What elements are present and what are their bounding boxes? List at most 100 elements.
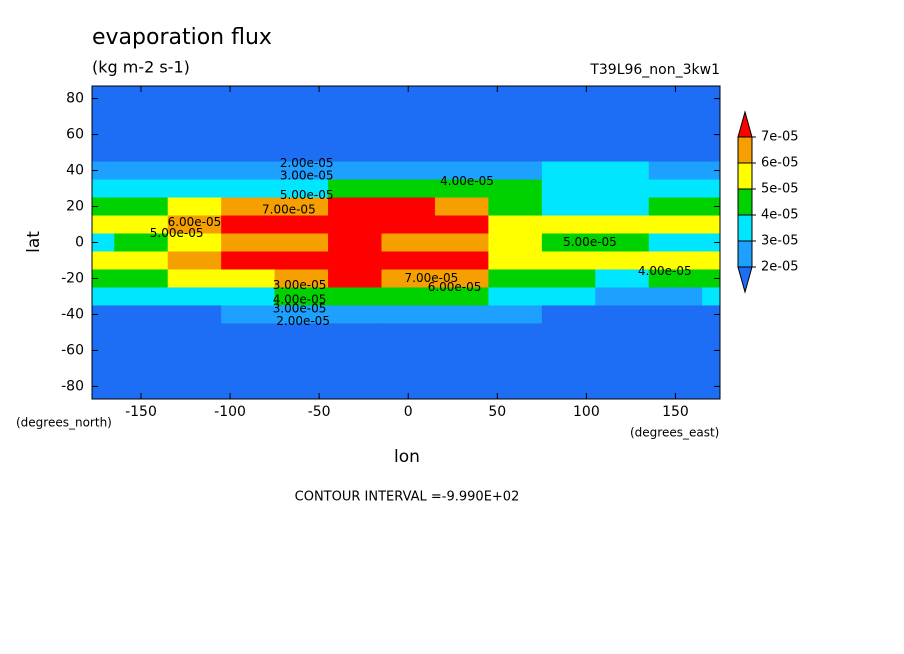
contour-cell [221, 161, 276, 181]
contour-cell [648, 305, 703, 324]
contour-cell [328, 377, 383, 396]
contour-cell [114, 233, 169, 252]
contour-cell [488, 125, 543, 145]
contour-cell [274, 251, 329, 270]
contour-cell [114, 287, 169, 306]
contour-cell [221, 143, 276, 163]
y-tick-label: -40 [61, 306, 84, 322]
contour-cell [648, 341, 703, 360]
contour-cell [702, 143, 720, 163]
contour-cell [221, 233, 276, 252]
contour-cell [381, 161, 436, 181]
contour-cell [488, 323, 543, 342]
contour-cell [92, 215, 115, 235]
contour-cell [541, 233, 596, 252]
contour-cell [167, 86, 222, 91]
contour-cell [488, 233, 543, 252]
contour-cell [92, 395, 115, 399]
contour-cell [434, 86, 489, 91]
contour-cell [274, 377, 329, 396]
contour-cell [114, 251, 169, 270]
contour-cell [114, 341, 169, 360]
contour-cell [92, 359, 115, 378]
contour-cell [488, 341, 543, 360]
contour-cell [92, 233, 115, 252]
contour-cell [221, 215, 276, 235]
contour-label: 4.00e-05 [273, 293, 327, 307]
contour-cell [328, 86, 383, 91]
contour-cell [595, 377, 650, 396]
contour-cell [328, 323, 383, 342]
contour-cell [167, 251, 222, 270]
contour-cell [595, 341, 650, 360]
field [92, 86, 720, 399]
contour-cell [434, 377, 489, 396]
y-tick-label: 40 [66, 163, 84, 179]
contour-cell [167, 305, 222, 324]
contour-cell [434, 107, 489, 127]
contour-cell [488, 287, 543, 306]
contour-cell [595, 359, 650, 378]
contour-cell [488, 161, 543, 181]
x-tick-label: 150 [662, 404, 689, 420]
contour-cell [648, 161, 703, 181]
contour-cell [167, 89, 222, 109]
contour-cell [434, 125, 489, 145]
contour-cell [434, 233, 489, 252]
contour-cell [167, 377, 222, 396]
contour-cell [702, 89, 720, 109]
contour-cell [274, 125, 329, 145]
contour-cell [595, 197, 650, 217]
contour-cell [595, 323, 650, 342]
contour-cell [114, 107, 169, 127]
contour-cell [167, 323, 222, 342]
contour-cell [488, 215, 543, 235]
contour-cell [221, 359, 276, 378]
contour-cell [328, 143, 383, 163]
contour-cell [92, 341, 115, 360]
contour-cell [648, 89, 703, 109]
contour-cell [114, 323, 169, 342]
contour-cell [434, 395, 489, 399]
contour-cell [221, 86, 276, 91]
contour-cell [434, 179, 489, 199]
contour-cell [648, 251, 703, 270]
contour-label: 3.00e-05 [273, 302, 327, 316]
colorbar-label: 7e-05 [761, 130, 799, 145]
contour-cell [221, 89, 276, 109]
contour-cell [274, 233, 329, 252]
footer: CONTOUR INTERVAL =-9.990E+02 [295, 490, 520, 505]
contour-cell [381, 377, 436, 396]
contour-cell [488, 86, 543, 91]
contour-cell [381, 125, 436, 145]
contour-cell [541, 251, 596, 270]
contour-cell [434, 197, 489, 217]
contour-cell [488, 305, 543, 324]
contour-cell [541, 215, 596, 235]
contour-cell [488, 359, 543, 378]
contour-cell [648, 197, 703, 217]
contour-cell [595, 233, 650, 252]
contour-cell [381, 107, 436, 127]
contour-cell [648, 323, 703, 342]
contour-cell [381, 305, 436, 324]
contour-cell [328, 197, 383, 217]
contour-cell [541, 395, 596, 399]
contour-cell [595, 107, 650, 127]
x-units: (degrees_east) [630, 426, 719, 440]
contour-cell [381, 215, 436, 235]
contour-cell [167, 233, 222, 252]
contour-cell [221, 197, 276, 217]
contour-cell [595, 86, 650, 91]
contour-cell [595, 179, 650, 199]
contour-cell [488, 395, 543, 399]
contour-cell [274, 89, 329, 109]
contour-cell [167, 197, 222, 217]
contour-cell [648, 359, 703, 378]
contour-cell [114, 161, 169, 181]
contour-cell [381, 179, 436, 199]
contour-cell [274, 323, 329, 342]
contour-cell [221, 395, 276, 399]
contour-cell [648, 107, 703, 127]
contour-cell [92, 287, 115, 306]
